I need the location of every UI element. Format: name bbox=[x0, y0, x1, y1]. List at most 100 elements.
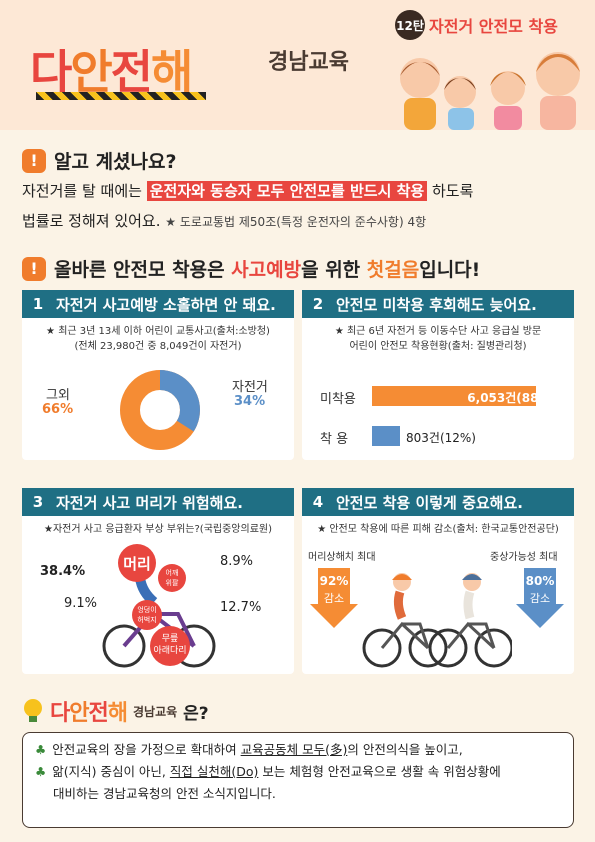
panel-note: ★ 최근 3년 13세 이하 어린이 교통사고(출처:소방청) (전체 23,98… bbox=[28, 324, 288, 354]
knee-label: 무릎 bbox=[161, 634, 179, 644]
know-line1-post: 하도록 bbox=[427, 182, 474, 200]
logo-char: 해 bbox=[150, 45, 193, 99]
bike-percent: 34% bbox=[234, 394, 266, 409]
leaf-icon: ♣ bbox=[35, 742, 47, 757]
panel-note-line: ★ 최근 3년 13세 이하 어린이 교통사고(출처:소방청) bbox=[46, 326, 270, 337]
arm-label: 어깨 bbox=[165, 569, 179, 577]
down-arrow-icon bbox=[310, 568, 358, 628]
logo-char: 안 bbox=[70, 45, 112, 99]
logo-char: 전 bbox=[110, 45, 153, 99]
panel-number: 4 bbox=[312, 493, 324, 511]
desc-text: 보는 체험형 안전교육으로 생활 속 위험상황에 bbox=[258, 764, 501, 779]
know-line1: 자전거를 탈 때에는 운전자와 동승자 모두 안전모를 반드시 착용 하도록 bbox=[22, 176, 582, 206]
desc-row: ♣ 안전교육의 장을 가정으로 확대하여 교육공동체 모두(多)의 안전의식을 높… bbox=[35, 739, 561, 761]
knee-label: 아래다리 bbox=[153, 646, 187, 656]
down-arrow-icon bbox=[516, 568, 564, 628]
panel-note-line: (전체 23,980건 중 8,049건이 자전거) bbox=[74, 341, 242, 352]
desc-underline: 직접 실천해(Do) bbox=[169, 764, 259, 779]
knee-percent: 12.7% bbox=[220, 600, 262, 615]
unworn-label: 미착용 bbox=[320, 392, 356, 407]
worn-label: 착 용 bbox=[320, 432, 349, 447]
panel-title-text: 안전모 착용 이렇게 중요해요. bbox=[336, 493, 523, 512]
desc-text: 의 안전의식을 높이고, bbox=[347, 742, 463, 757]
panel-number: 3 bbox=[32, 493, 44, 511]
logo: 다안전해 bbox=[30, 36, 193, 102]
about-logo: 다안전해 bbox=[50, 695, 128, 727]
panel-bike-accidents: 1 자전거 사고예방 소홀하면 안 돼요. ★ 최근 3년 13세 이하 어린이 … bbox=[22, 290, 294, 460]
logo-char: 다 bbox=[50, 701, 70, 726]
desc-row: ♣ 앎(지식) 중심이 아닌, 직접 실천해(Do) 보는 체험형 안전교육으로 … bbox=[35, 761, 561, 783]
left-sub: 감소 bbox=[323, 592, 345, 605]
waist-badge: 엉덩이 허벅지 bbox=[132, 600, 162, 630]
exclamation-icon: ! bbox=[22, 148, 46, 173]
prevention-red: 사고예방 bbox=[231, 259, 302, 281]
panel-note-line: ★ 최근 6년 자전거 등 이동수단 사고 응급실 방문 bbox=[334, 326, 542, 337]
panel-title: 3 자전거 사고 머리가 위험해요. bbox=[22, 488, 294, 516]
issue-number-badge: 12탄 bbox=[395, 10, 425, 40]
panel-title: 1 자전거 사고예방 소홀하면 안 돼요. bbox=[22, 290, 294, 318]
left-caption: 머리상해치 최대 bbox=[308, 552, 376, 563]
know-line2-text: 법률로 정해져 있어요. bbox=[22, 212, 161, 230]
logo-char: 안 bbox=[69, 701, 89, 726]
exclamation-icon: ! bbox=[22, 256, 46, 281]
header-banner: 다안전해 경남교육 12탄 자전거 안전모 착용 bbox=[0, 0, 595, 130]
about-logo-sub: 경남교육 bbox=[133, 704, 178, 719]
desc-text: 앎(지식) 중심이 아닌, bbox=[52, 764, 170, 779]
panel-number: 1 bbox=[32, 295, 44, 313]
left-percent: 92% bbox=[319, 574, 349, 588]
prevention-pre: 올바른 안전모 착용은 bbox=[54, 259, 232, 281]
know-line2: 법률로 정해져 있어요. ★ 도로교통법 제50조(특정 운전자의 준수사항) … bbox=[22, 206, 582, 237]
worn-value: 803건(12%) bbox=[406, 431, 476, 445]
other-percent: 66% bbox=[42, 402, 74, 417]
logo-subtitle: 경남교육 bbox=[268, 50, 349, 75]
panel-note-line: 어린이 안전모 착용현황(출처: 질병관리청) bbox=[349, 341, 527, 352]
section-know-text: 자전거를 탈 때에는 운전자와 동승자 모두 안전모를 반드시 착용 하도록 법… bbox=[22, 176, 582, 237]
prevention-orange: 첫걸음 bbox=[366, 259, 420, 281]
section-know-title: 알고 계셨나요? bbox=[54, 151, 177, 173]
panel-injury-parts: 3 자전거 사고 머리가 위험해요. ★자전거 사고 응급환자 부상 부위는?(국… bbox=[22, 488, 294, 674]
panel-helmet-importance: 4 안전모 착용 이렇게 중요해요. ★ 안전모 착용에 따른 피해 감소(출처:… bbox=[302, 488, 574, 674]
desc-underline: 교육공동체 모두(多) bbox=[240, 742, 348, 757]
panel-note: ★ 안전모 착용에 따른 피해 감소(출처: 한국교통안전공단) bbox=[317, 524, 559, 535]
worn-bar bbox=[372, 426, 400, 446]
hazard-stripe bbox=[36, 92, 206, 100]
about-description-box: ♣ 안전교육의 장을 가정으로 확대하여 교육공동체 모두(多)의 안전의식을 높… bbox=[22, 732, 574, 828]
waist-percent: 9.1% bbox=[64, 596, 98, 611]
desc-text: 대비하는 경남교육청의 안전 소식지입니다. bbox=[53, 786, 276, 801]
prevention-mid: 을 위한 bbox=[301, 259, 367, 281]
donut-slice-bike bbox=[120, 370, 200, 450]
panel-note: ★자전거 사고 응급환자 부상 부위는?(국립중앙의료원) bbox=[44, 524, 272, 535]
panel-title-text: 자전거 사고예방 소홀하면 안 돼요. bbox=[56, 295, 276, 314]
right-percent: 80% bbox=[525, 574, 555, 588]
head-badge: 머리 bbox=[118, 544, 156, 582]
logo-char: 전 bbox=[88, 701, 109, 726]
panel-title-text: 안전모 미착용 후회해도 늦어요. bbox=[336, 295, 537, 314]
about-heading: 다안전해 경남교육 은? bbox=[22, 695, 209, 727]
panel-number: 2 bbox=[312, 295, 324, 313]
section-know-heading: ! 알고 계셨나요? bbox=[22, 147, 177, 174]
panel-helmet-usage: 2 안전모 미착용 후회해도 늦어요. ★ 최근 6년 자전거 등 이동수단 사고… bbox=[302, 290, 574, 460]
logo-char: 다 bbox=[30, 45, 72, 99]
family-illustration bbox=[400, 52, 580, 130]
right-sub: 감소 bbox=[529, 592, 551, 605]
right-caption: 중상가능성 최대 bbox=[490, 552, 558, 563]
other-label: 그외 bbox=[46, 388, 70, 403]
unworn-value: 6,053건(88%) bbox=[467, 391, 556, 405]
unworn-bar bbox=[372, 386, 536, 406]
section-prevention-title: 올바른 안전모 착용은 사고예방을 위한 첫걸음입니다! bbox=[54, 255, 480, 282]
panel-title-text: 자전거 사고 머리가 위험해요. bbox=[56, 493, 243, 512]
lightbulb-icon bbox=[24, 699, 42, 722]
arm-percent: 8.9% bbox=[220, 554, 254, 569]
panel-title: 2 안전모 미착용 후회해도 늦어요. bbox=[302, 290, 574, 318]
know-line1-pre: 자전거를 탈 때에는 bbox=[22, 182, 147, 200]
arm-label: 위팔 bbox=[165, 579, 179, 587]
bike-label: 자전거 bbox=[232, 380, 268, 395]
head-percent: 38.4% bbox=[40, 564, 86, 579]
issue-label: 12탄 자전거 안전모 착용 bbox=[395, 10, 558, 40]
waist-label: 허벅지 bbox=[137, 616, 157, 624]
desc-row: 대비하는 경남교육청의 안전 소식지입니다. bbox=[35, 783, 561, 805]
section-prevention-heading: ! 올바른 안전모 착용은 사고예방을 위한 첫걸음입니다! bbox=[22, 255, 480, 282]
